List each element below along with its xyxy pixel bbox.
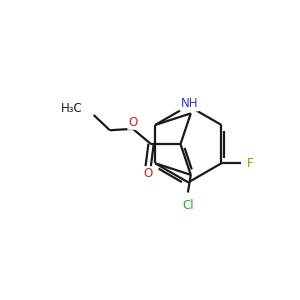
Text: Cl: Cl (182, 199, 194, 212)
Text: F: F (247, 157, 253, 170)
Text: H₃C: H₃C (61, 102, 82, 115)
Text: NH: NH (181, 98, 198, 110)
Text: O: O (128, 116, 137, 129)
Text: O: O (143, 167, 153, 180)
